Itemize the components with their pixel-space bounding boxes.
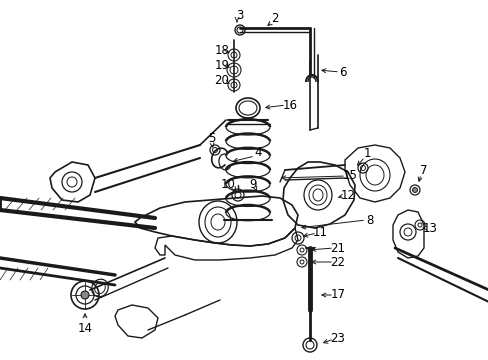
Text: 18: 18 [214,44,229,57]
Text: 6: 6 [339,66,346,78]
Text: 2: 2 [271,12,278,24]
Text: 7: 7 [419,163,427,176]
Text: 5: 5 [208,131,215,144]
Text: 1: 1 [363,147,370,159]
Text: 4: 4 [254,145,261,158]
Text: 20: 20 [214,73,229,86]
Text: 3: 3 [236,9,243,22]
Circle shape [412,188,417,193]
Text: 9: 9 [249,177,256,190]
Text: 13: 13 [422,221,437,234]
Text: 21: 21 [330,242,345,255]
Text: 12: 12 [340,189,355,202]
Text: 14: 14 [77,321,92,334]
Text: 22: 22 [330,256,345,269]
Text: 15: 15 [342,168,357,181]
Text: 19: 19 [214,59,229,72]
Circle shape [81,291,89,299]
Text: 17: 17 [330,288,345,302]
Text: 8: 8 [366,213,373,226]
Text: 23: 23 [330,332,345,345]
Text: 16: 16 [282,99,297,112]
Text: 10: 10 [220,177,235,190]
Text: 11: 11 [312,225,327,239]
